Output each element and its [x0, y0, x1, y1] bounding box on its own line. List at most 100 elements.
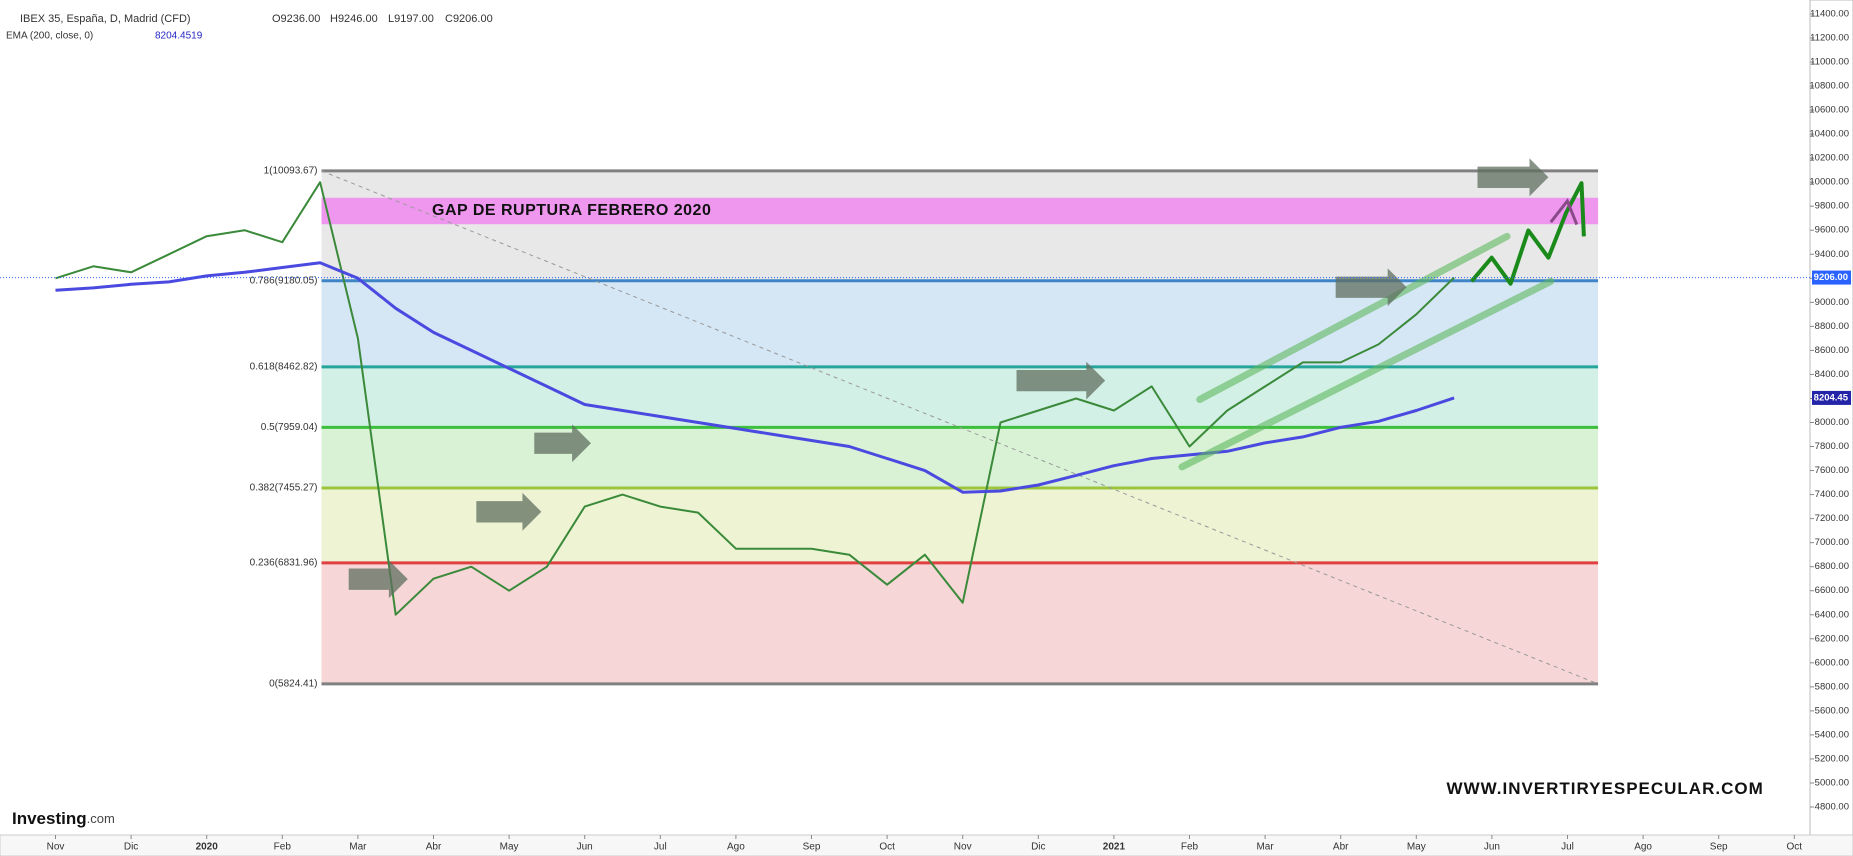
price-tag [1812, 270, 1851, 285]
arrow-drawing [348, 560, 408, 599]
y-tick-label: 5800.00 [1815, 681, 1849, 692]
drawing [1196, 232, 1511, 404]
ohlc-open: O9236.00 [272, 13, 320, 25]
logo-suffix: .com [87, 811, 115, 826]
fib-label: 0.618(8462.82) [250, 362, 318, 373]
x-axis-panel [0, 834, 1853, 856]
x-tick-label: Mar [349, 842, 367, 853]
x-tick-label: Dic [1031, 842, 1045, 853]
y-tick-label: 11200.00 [1810, 32, 1849, 43]
y-tick-label: 6800.00 [1815, 561, 1849, 572]
logo-main: Investing [12, 809, 87, 828]
drawing [1178, 277, 1555, 471]
arrow-drawing [1016, 361, 1106, 400]
arrow-drawing [534, 424, 591, 463]
y-tick-label: 10400.00 [1809, 129, 1849, 140]
x-tick-label: May [500, 842, 519, 853]
y-tick-label: 6200.00 [1815, 633, 1849, 644]
gap-band [321, 197, 1599, 225]
fib-label: 0(5824.41) [269, 679, 317, 690]
x-tick-label: Oct [879, 842, 895, 853]
y-tick-label: 8400.00 [1815, 369, 1849, 380]
y-tick-label: 9000.00 [1815, 297, 1849, 308]
fib-trend [321, 170, 1599, 685]
price-tag-label: 8204.45 [1814, 392, 1849, 403]
y-tick-label: 9800.00 [1815, 201, 1849, 212]
instrument-title: IBEX 35, España, D, Madrid (CFD) [20, 13, 191, 25]
indicator-name: EMA (200, close, 0) [6, 31, 93, 42]
projection-arrow [1549, 197, 1579, 226]
x-tick-label: Sep [803, 842, 821, 853]
fib-label: 0.382(7455.27) [250, 483, 318, 494]
x-tick-label: Sep [1710, 842, 1728, 853]
y-tick-label: 6600.00 [1815, 585, 1849, 596]
x-tick-label: Nov [954, 842, 972, 853]
x-tick-label: 2020 [196, 842, 219, 853]
y-tick-label: 6000.00 [1815, 657, 1849, 668]
y-tick-label: 8600.00 [1815, 345, 1849, 356]
x-tick-label: Ago [1634, 842, 1652, 853]
ohlc-high: H9246.00 [330, 13, 378, 25]
fib-label: 0.5(7959.04) [261, 422, 318, 433]
y-tick-label: 11400.00 [1810, 8, 1849, 19]
fib-zone [321, 562, 1599, 684]
y-tick-label: 6400.00 [1815, 609, 1849, 620]
price-tag [1812, 390, 1851, 405]
fib-label: 0.786(9180.05) [250, 275, 318, 286]
fib-label: 1(10093.67) [264, 166, 318, 177]
fib-zone [321, 366, 1599, 428]
price-line [55, 181, 1455, 616]
y-tick-label: 10800.00 [1809, 81, 1849, 92]
x-tick-label: Jun [1484, 842, 1500, 853]
y-tick-label: 10000.00 [1809, 177, 1849, 188]
fib-zone [321, 427, 1599, 488]
y-tick-label: 5400.00 [1815, 729, 1849, 740]
y-tick-label: 7400.00 [1815, 489, 1849, 500]
x-tick-label: Nov [47, 842, 65, 853]
y-tick-label: 4800.00 [1815, 802, 1849, 813]
fib-zones [321, 170, 1599, 684]
y-tick-label: 10600.00 [1809, 105, 1849, 116]
arrow-drawing [1477, 158, 1549, 197]
x-tick-label: Feb [274, 842, 292, 853]
y-tick-label: 5000.00 [1815, 777, 1849, 788]
y-tick-label: 7600.00 [1815, 465, 1849, 476]
y-tick-label: 7800.00 [1815, 441, 1849, 452]
x-tick-label: 2021 [1103, 842, 1126, 853]
logo: Investing.com [12, 809, 115, 828]
fib-label: 0.236(6831.96) [250, 557, 318, 568]
x-tick-label: May [1407, 842, 1426, 853]
y-tick-label: 5200.00 [1815, 753, 1849, 764]
y-tick-label: 9400.00 [1815, 249, 1849, 260]
ema-line [55, 261, 1455, 494]
projection-drawing [1470, 181, 1586, 286]
y-tick-label: 7000.00 [1815, 537, 1849, 548]
indicator-value: 8204.4519 [155, 31, 203, 42]
arrow-drawing [476, 492, 542, 531]
y-tick-label: 7200.00 [1815, 513, 1849, 524]
x-tick-label: Abr [426, 842, 442, 853]
fib-zone [321, 487, 1599, 563]
fib-zone [321, 170, 1599, 281]
y-tick-label: 5600.00 [1815, 705, 1849, 716]
y-tick-label: 8000.00 [1815, 417, 1849, 428]
x-tick-label: Ago [727, 842, 745, 853]
ohlc-low: L9197.00 [388, 13, 434, 25]
y-tick-label: 10200.00 [1809, 153, 1849, 164]
x-tick-label: Mar [1256, 842, 1274, 853]
watermark: WWW.INVERTIRYESPECULAR.COM [1447, 779, 1764, 798]
x-tick-label: Dic [124, 842, 138, 853]
y-tick-label: 9600.00 [1815, 225, 1849, 236]
x-tick-label: Jun [577, 842, 593, 853]
x-tick-label: Feb [1181, 842, 1199, 853]
price-tag-label: 9206.00 [1814, 272, 1848, 283]
y-tick-label: 11000.00 [1810, 57, 1849, 68]
x-tick-label: Abr [1333, 842, 1349, 853]
gap-label: GAP DE RUPTURA FEBRERO 2020 [432, 202, 711, 219]
ohlc-close: C9206.00 [445, 13, 493, 25]
x-tick-label: Jul [1561, 842, 1574, 853]
y-tick-label: 8800.00 [1815, 321, 1849, 332]
x-tick-label: Oct [1787, 842, 1803, 853]
